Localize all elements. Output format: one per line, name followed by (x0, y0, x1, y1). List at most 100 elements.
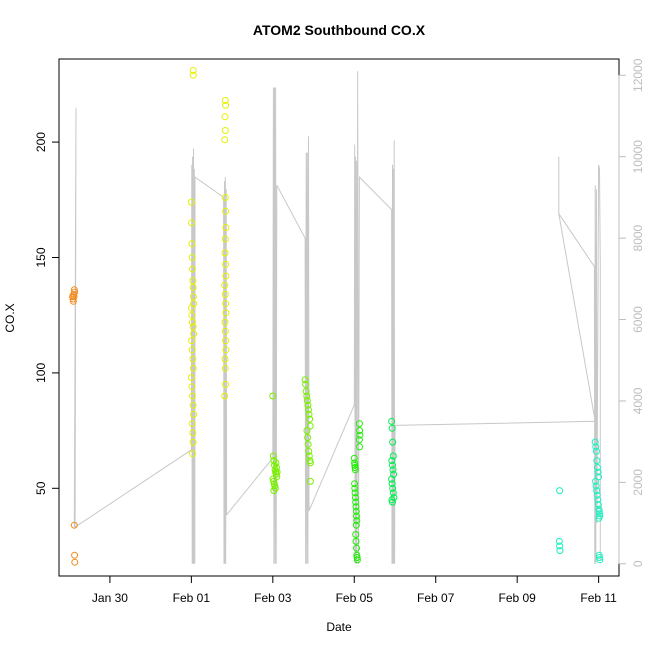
data-point-s2 (269, 452, 277, 460)
data-point-s1 (222, 101, 230, 109)
data-point-s5 (595, 514, 603, 522)
data-point-s1 (189, 392, 196, 400)
data-point-s3 (353, 556, 361, 564)
data-point-s1 (221, 127, 229, 134)
data-point-s0 (70, 286, 78, 294)
data-point-s5 (592, 447, 600, 455)
data-point-s1 (221, 355, 229, 363)
data-point-s1 (221, 249, 229, 257)
data-point-s0 (70, 293, 78, 301)
data-point-s5 (593, 487, 601, 495)
data-point-s1 (222, 309, 230, 317)
data-point-s4 (389, 498, 396, 506)
data-point-s1 (189, 67, 197, 74)
data-point-s1 (188, 337, 196, 345)
data-point-s3 (352, 503, 360, 511)
data-point-s3 (353, 512, 360, 520)
data-point-s1 (187, 198, 195, 206)
data-point-s3 (352, 537, 360, 545)
data-point-s5 (594, 464, 601, 471)
x-axis: Jan 30 Feb 01 Feb 03 Feb 05 Feb 07 Feb 09 Feb … (92, 575, 617, 605)
data-point-s2 (304, 401, 312, 409)
data-point-s3 (352, 521, 360, 529)
data-point-s1 (222, 346, 230, 354)
data-point-s4 (388, 417, 396, 425)
x-tick-label: Feb 09 (499, 591, 537, 605)
data-point-s1 (221, 136, 229, 144)
data-point-s1 (187, 304, 195, 312)
data-point-s2 (270, 487, 278, 495)
data-point-s3 (355, 436, 363, 444)
data-point-s1 (222, 380, 230, 388)
data-point-s4 (389, 466, 397, 474)
data-point-s5 (595, 507, 603, 515)
y2-tick-label: 0 (631, 560, 645, 567)
data-point-s4 (389, 438, 397, 446)
data-point-s1 (222, 272, 230, 280)
data-point-s0 (70, 521, 78, 529)
data-point-s3 (352, 531, 360, 538)
data-point-s5 (595, 505, 603, 513)
data-point-s3 (351, 494, 359, 501)
data-points (69, 67, 604, 566)
data-point-s4 (388, 457, 396, 465)
data-point-s3 (351, 461, 359, 469)
data-point-s3 (353, 551, 361, 559)
data-point-s1 (188, 383, 196, 391)
data-point-s2 (305, 410, 313, 418)
plot-frame (58, 58, 620, 577)
data-point-s2 (301, 376, 309, 384)
data-point-s5 (556, 542, 564, 550)
data-point-s5 (594, 501, 602, 508)
data-point-s1 (190, 410, 198, 418)
x-tick-label: Feb 07 (417, 591, 455, 605)
data-point-s4 (390, 494, 398, 501)
data-point-s1 (221, 194, 229, 201)
y-tick-label: 150 (34, 247, 48, 267)
data-point-s5 (595, 551, 603, 559)
data-point-s2 (303, 397, 311, 405)
data-point-s4 (388, 475, 396, 483)
right-axis-series (73, 71, 601, 564)
data-point-s1 (222, 207, 230, 215)
y2-tick-label: 8000 (631, 224, 645, 251)
data-point-s1 (189, 277, 197, 285)
data-point-s2 (272, 459, 280, 467)
data-point-s1 (188, 240, 196, 248)
data-point-s2 (302, 380, 310, 388)
data-point-s2 (303, 392, 311, 400)
data-point-s4 (389, 461, 396, 469)
data-point-s2 (306, 477, 314, 485)
data-point-s3 (353, 554, 361, 561)
data-point-s1 (189, 364, 197, 372)
data-point-s1 (221, 327, 229, 335)
data-point-s5 (592, 443, 600, 451)
data-point-s1 (189, 293, 197, 301)
data-point-s3 (352, 498, 360, 506)
data-point-s3 (355, 420, 363, 428)
x-tick-label: Feb 03 (254, 591, 292, 605)
y-tick-label: 100 (34, 363, 48, 383)
data-point-s1 (189, 265, 196, 273)
data-point-s1 (222, 337, 230, 345)
right-axis-line-0 (73, 71, 601, 564)
data-point-s1 (188, 346, 196, 354)
y2-tick-label: 4000 (631, 387, 645, 414)
data-point-s1 (222, 300, 230, 308)
data-point-s1 (221, 281, 229, 289)
data-point-s3 (356, 427, 364, 435)
y-axis-label: CO.X (3, 303, 17, 332)
plot-area (58, 58, 620, 577)
data-point-s2 (304, 440, 312, 448)
data-point-s4 (388, 424, 396, 432)
data-point-s1 (221, 97, 229, 104)
chart-title: ATOM2 Southbound CO.X (253, 22, 426, 38)
data-point-s2 (273, 464, 280, 471)
data-point-s0 (69, 297, 77, 305)
x-axis-label: Date (326, 620, 352, 634)
y2-tick-label: 10000 (631, 140, 645, 174)
data-point-s4 (389, 484, 397, 492)
data-point-s3 (351, 459, 359, 467)
data-point-s3 (356, 443, 364, 451)
data-point-s1 (189, 323, 197, 331)
